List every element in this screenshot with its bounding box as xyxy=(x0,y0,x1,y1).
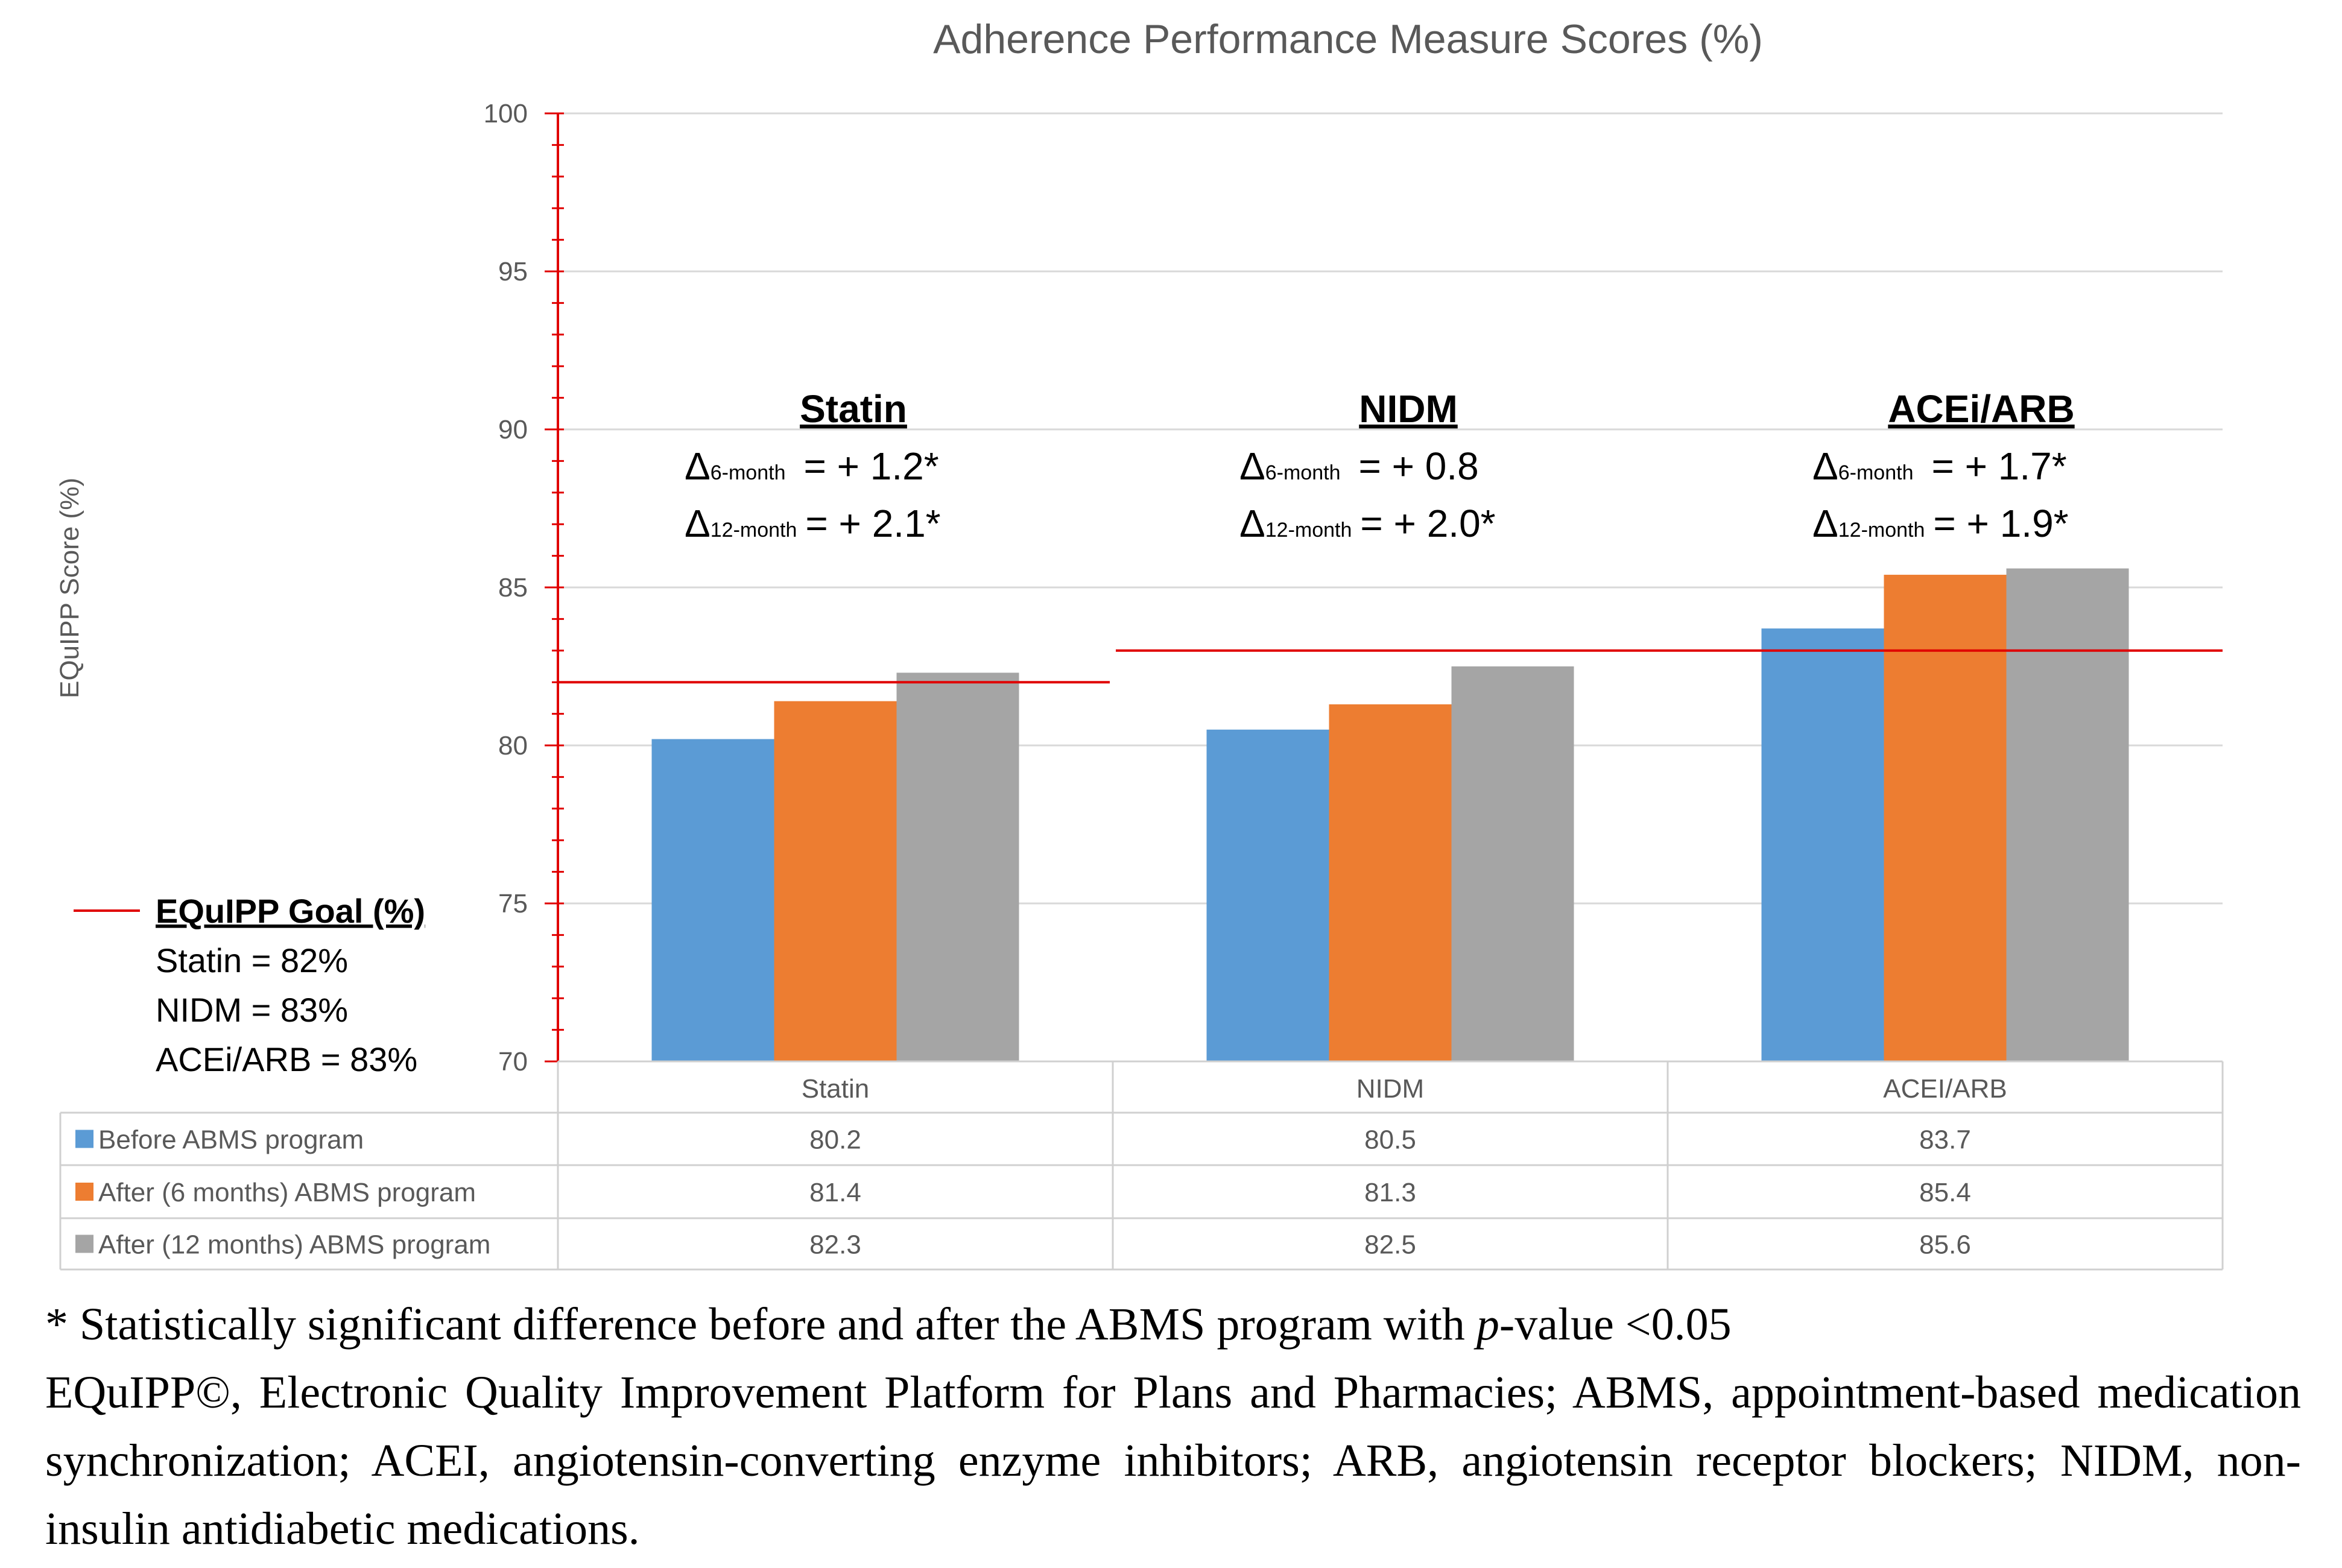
table-value: 80.5 xyxy=(1364,1125,1416,1155)
table-value: 81.4 xyxy=(809,1178,861,1207)
delta-symbol: Δ xyxy=(1812,502,1838,545)
goal-legend-item: Statin = 82% xyxy=(156,941,348,979)
y-tick-label: 90 xyxy=(498,415,528,444)
annotation-delta-6: Δ6-month = + 1.7* xyxy=(1812,444,2067,488)
annotation-delta-6: Δ6-month = + 1.2* xyxy=(685,444,939,488)
table-value: 83.7 xyxy=(1919,1125,1971,1155)
caption-prefix: * Statistically significant difference b… xyxy=(45,1299,1476,1350)
legend-swatch xyxy=(75,1183,93,1201)
table-value: 85.4 xyxy=(1919,1178,1971,1207)
delta-value: = + 1.2* xyxy=(803,444,938,488)
caption-suffix: -value <0.05 xyxy=(1499,1299,1732,1350)
y-axis-label: EQuIPP Score (%) xyxy=(55,478,84,698)
caption-italic: p xyxy=(1476,1299,1499,1350)
table-header: ACEI/ARB xyxy=(1883,1074,2007,1104)
goal-legend-item: ACEi/ARB = 83% xyxy=(156,1040,417,1078)
annotation-heading: ACEi/ARB xyxy=(1888,387,2074,431)
goal-lines xyxy=(558,649,2223,684)
table-value: 80.2 xyxy=(809,1125,861,1155)
goal-legend: EQuIPP Goal (%) Statin = 82% NIDM = 83% ACE… xyxy=(74,892,425,1078)
delta-subscript: 12-month xyxy=(1265,519,1352,542)
annotation-delta-12: Δ12-month = + 2.0* xyxy=(1239,502,1496,545)
annotation-delta-12: Δ12-month = + 1.9* xyxy=(1812,502,2069,545)
bar xyxy=(896,672,1019,1061)
y-tick-label: 85 xyxy=(498,573,528,602)
legend-label: After (6 months) ABMS program xyxy=(98,1178,476,1207)
delta-subscript: 6-month xyxy=(711,461,786,484)
goal-legend-item: NIDM = 83% xyxy=(156,991,348,1029)
delta-symbol: Δ xyxy=(1812,444,1838,488)
chart-title: Adherence Performance Measure Scores (%) xyxy=(933,16,1763,62)
table-value: 82.3 xyxy=(809,1230,861,1260)
caption-abbreviations: EQuIPP©, Electronic Quality Improvement … xyxy=(45,1359,2301,1563)
bar xyxy=(1451,666,1574,1061)
table-value: 82.5 xyxy=(1364,1230,1416,1260)
annotation-heading: Statin xyxy=(800,387,907,431)
delta-subscript: 6-month xyxy=(1265,461,1341,484)
delta-subscript: 12-month xyxy=(711,519,797,542)
y-tick-label: 100 xyxy=(484,99,528,128)
caption-footnote: * Statistically significant difference b… xyxy=(45,1291,2301,1359)
y-axis: 70 75 80 85 90 95 100 xyxy=(484,99,564,1076)
bar xyxy=(1329,704,1452,1061)
delta-subscript: 6-month xyxy=(1838,461,1914,484)
annotation-delta-12: Δ12-month = + 2.1* xyxy=(685,502,941,545)
delta-value: = + 2.0* xyxy=(1360,502,1495,545)
table-header: NIDM xyxy=(1356,1074,1424,1104)
table-header: Statin xyxy=(802,1074,870,1104)
delta-symbol: Δ xyxy=(685,502,711,545)
bar xyxy=(2006,568,2129,1061)
delta-value: = + 1.7* xyxy=(1931,444,2066,488)
y-tick-label: 70 xyxy=(498,1047,528,1076)
caption-abbreviations-text: EQuIPP©, Electronic Quality Improvement … xyxy=(45,1367,2301,1554)
legend-label: After (12 months) ABMS program xyxy=(98,1230,490,1260)
legend-swatch xyxy=(75,1234,93,1253)
delta-symbol: Δ xyxy=(1239,502,1265,545)
delta-symbol: Δ xyxy=(685,444,711,488)
data-table: Statin NIDM ACEI/ARB Before ABMS program 80.… xyxy=(59,1060,2224,1271)
annotation-heading: NIDM xyxy=(1359,387,1458,431)
bar xyxy=(1206,729,1329,1061)
bar xyxy=(1761,628,1884,1061)
bar xyxy=(651,739,774,1061)
bar xyxy=(774,701,897,1061)
bar xyxy=(1884,575,2007,1061)
goal-legend-title: EQuIPP Goal (%) xyxy=(156,892,425,930)
delta-subscript: 12-month xyxy=(1838,519,1925,542)
delta-symbol: Δ xyxy=(1239,444,1265,488)
delta-value: = + 1.9* xyxy=(1933,502,2068,545)
bars xyxy=(651,568,2129,1061)
legend-swatch xyxy=(75,1130,93,1148)
delta-value: = + 0.8 xyxy=(1358,444,1478,488)
y-tick-label: 95 xyxy=(498,257,528,286)
legend-label: Before ABMS program xyxy=(98,1125,364,1155)
table-value: 81.3 xyxy=(1364,1178,1416,1207)
y-tick-label: 80 xyxy=(498,731,528,760)
y-tick-label: 75 xyxy=(498,889,528,918)
delta-value: = + 2.1* xyxy=(805,502,940,545)
bar-chart: Adherence Performance Measure Scores (%)… xyxy=(55,16,2224,1271)
table-value: 85.6 xyxy=(1919,1230,1971,1260)
annotation-delta-6: Δ6-month = + 0.8 xyxy=(1239,444,1479,488)
